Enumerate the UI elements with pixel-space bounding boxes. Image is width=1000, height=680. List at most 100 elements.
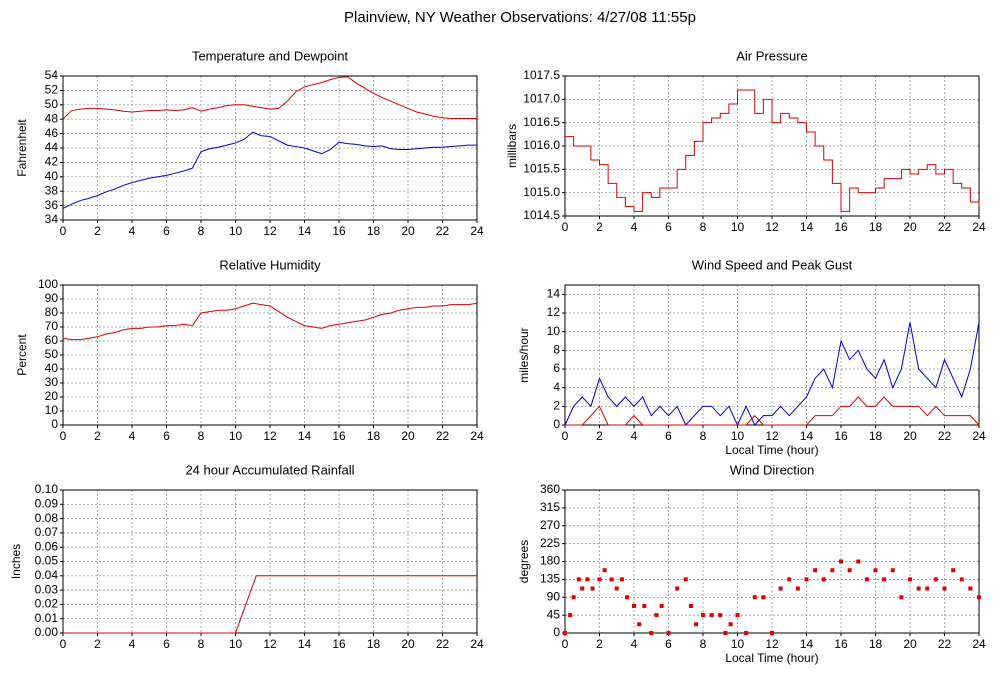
chart-title: Relative Humidity <box>219 257 321 272</box>
x-tick-label: 20 <box>903 637 917 651</box>
data-point <box>683 577 688 582</box>
x-tick-label: 18 <box>869 429 883 443</box>
x-tick-label: 24 <box>972 220 986 234</box>
chart-panel: 24 hour Accumulated RainfallInches0.000.… <box>9 462 484 651</box>
y-tick-label: 1016.5 <box>523 115 560 129</box>
data-point <box>642 603 647 608</box>
y-tick-label: 6 <box>553 361 560 375</box>
x-tick-label: 14 <box>800 220 814 234</box>
y-axis-label: Inches <box>9 544 23 579</box>
plot-frame <box>62 75 478 221</box>
x-tick-label: 12 <box>263 637 277 651</box>
y-tick-label: 12 <box>547 305 561 319</box>
y-axis-label: Fahrenheit <box>15 119 29 177</box>
x-tick-label: 2 <box>596 637 603 651</box>
x-tick-label: 2 <box>94 637 101 651</box>
data-point <box>654 613 659 618</box>
data-point <box>576 577 581 582</box>
data-point <box>602 568 607 573</box>
y-tick-label: 1015.5 <box>523 162 560 176</box>
data-line <box>565 396 980 426</box>
x-tick-label: 4 <box>129 224 136 238</box>
data-point <box>839 559 843 564</box>
x-tick-label: 18 <box>869 637 883 651</box>
y-tick-label: 38 <box>45 183 59 197</box>
data-point <box>942 586 947 591</box>
x-tick-label: 18 <box>869 220 883 234</box>
data-point <box>649 631 654 635</box>
x-tick-label: 8 <box>700 429 707 443</box>
data-point <box>856 559 861 564</box>
y-axis-label: miles/hour <box>517 327 531 382</box>
data-point <box>688 603 693 608</box>
x-tick-label: 12 <box>765 429 779 443</box>
y-tick-label: 1016.0 <box>523 138 560 152</box>
y-tick-label: 48 <box>45 111 59 125</box>
x-tick-label: 6 <box>665 220 672 234</box>
x-tick-label: 6 <box>163 637 170 651</box>
y-tick-label: 14 <box>547 287 561 301</box>
x-tick-label: 22 <box>938 637 952 651</box>
y-tick-label: 225 <box>540 536 560 550</box>
x-tick-label: 2 <box>596 220 603 234</box>
x-tick-label: 2 <box>596 429 603 443</box>
x-tick-label: 4 <box>129 429 136 443</box>
data-point <box>933 577 938 582</box>
data-point <box>568 613 573 618</box>
x-tick-label: 20 <box>903 220 917 234</box>
x-tick-label: 6 <box>665 637 672 651</box>
y-tick-label: 60 <box>45 333 59 347</box>
y-tick-label: 70 <box>45 319 59 333</box>
data-point <box>778 586 783 591</box>
y-tick-label: 52 <box>45 83 59 97</box>
x-tick-label: 0 <box>562 429 569 443</box>
y-tick-label: 10 <box>547 324 561 338</box>
x-tick-label: 6 <box>665 429 672 443</box>
data-point <box>847 568 852 573</box>
data-point <box>804 577 809 582</box>
x-tick-label: 22 <box>938 429 952 443</box>
y-tick-label: 10 <box>45 403 59 417</box>
y-tick-label: 4 <box>553 380 560 394</box>
x-tick-label: 12 <box>263 429 277 443</box>
x-tick-label: 8 <box>700 637 707 651</box>
data-point <box>728 622 733 627</box>
data-line <box>62 131 477 209</box>
x-tick-label: 20 <box>903 429 917 443</box>
data-line <box>62 76 477 120</box>
plot-frame <box>564 75 980 217</box>
chart-title: Wind Direction <box>730 462 815 477</box>
x-tick-label: 0 <box>60 224 67 238</box>
y-tick-label: 0.09 <box>35 496 59 510</box>
x-tick-label: 12 <box>263 224 277 238</box>
x-tick-label: 8 <box>700 220 707 234</box>
data-point <box>959 577 964 582</box>
y-tick-label: 1015.0 <box>523 185 560 199</box>
x-tick-label: 20 <box>401 429 415 443</box>
x-tick-label: 24 <box>972 637 986 651</box>
chart-panel: Relative HumidityPercent0102030405060708… <box>15 257 484 443</box>
y-tick-label: 0.08 <box>35 511 59 525</box>
data-point <box>968 586 973 591</box>
y-tick-label: 50 <box>45 97 59 111</box>
y-tick-label: 100 <box>38 277 58 291</box>
x-tick-label: 0 <box>60 637 67 651</box>
data-point <box>666 631 671 635</box>
data-point <box>830 568 835 573</box>
x-tick-label: 4 <box>631 429 638 443</box>
y-tick-label: 1017.5 <box>523 68 560 82</box>
page-title: Plainview, NY Weather Observations: 4/27… <box>344 9 696 26</box>
x-tick-label: 4 <box>631 220 638 234</box>
x-tick-label: 24 <box>470 429 484 443</box>
data-point <box>925 586 930 591</box>
chart-title: Air Pressure <box>736 48 808 63</box>
data-point <box>659 603 664 608</box>
y-tick-label: 46 <box>45 126 59 140</box>
y-tick-label: 180 <box>540 554 560 568</box>
y-tick-label: 90 <box>45 291 59 305</box>
data-point <box>821 577 826 582</box>
x-tick-label: 0 <box>562 220 569 234</box>
data-point <box>563 631 567 635</box>
data-point <box>619 577 624 582</box>
